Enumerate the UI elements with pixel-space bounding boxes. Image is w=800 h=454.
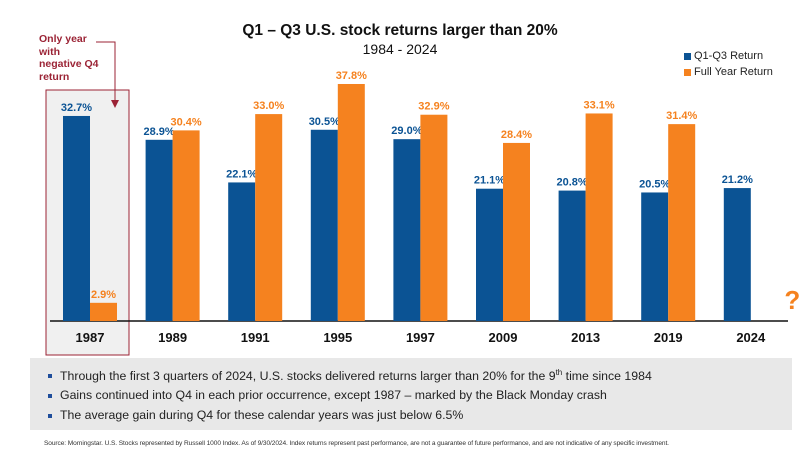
bullet-square-icon [48,374,52,378]
bullet-text: time since 1984 [562,369,652,384]
bar-full-year [668,124,696,321]
data-label: 28.9% [143,126,174,138]
bar-full-year [90,302,117,321]
bar-full-year [337,83,365,321]
data-label: 29.0% [391,125,422,137]
data-label: 33.1% [583,99,614,111]
source-note: Source: Morningstar. U.S. Stocks represe… [44,440,669,447]
annotation-line: Only year [39,33,87,45]
x-tick-label: 2013 [571,330,600,345]
bar-full-year [503,142,530,321]
legend-item-q1q3: Q1-Q3 Return [684,48,773,64]
legend: Q1-Q3 Return Full Year Return [684,48,773,80]
bullet-text: Gains continued into Q4 in each prior oc… [60,388,607,402]
data-label: 21.1% [474,175,505,187]
x-tick-label: 1995 [323,330,352,345]
data-label: 33.0% [253,100,284,112]
legend-label: Full Year Return [694,66,773,78]
data-label: 32.7% [61,102,92,114]
legend-swatch-q1q3 [684,52,691,60]
key-points-box: Through the first 3 quarters of 2024, U.… [30,358,792,430]
bar-full-year [585,113,613,321]
chart-subtitle: 1984 - 2024 [362,41,438,57]
x-tick-label: 2024 [736,330,766,345]
bar-q1q3 [310,129,338,321]
annotation-line: negative Q4 [39,58,99,70]
legend-item-full-year: Full Year Return [684,64,773,80]
data-label: 32.9% [418,101,449,113]
bullet-square-icon [48,394,52,398]
annotation-connector [96,41,116,102]
data-label: 37.8% [336,70,367,82]
annotation-line: return [39,70,70,83]
bar-q1q3 [393,139,421,321]
data-label: 21.2% [722,174,753,186]
x-tick-label: 1991 [241,330,270,345]
bar-q1q3 [723,188,751,321]
annotation-line: with [39,45,60,58]
data-label: 30.5% [309,116,340,128]
annotation-negative-q4: Only year with negative Q4 return [39,33,119,83]
data-label: 2.9% [91,289,116,301]
x-tick-label: 2009 [489,330,518,345]
x-tick-label: 2019 [654,330,683,345]
data-label: 31.4% [666,110,697,122]
bar-full-year [255,114,283,321]
bar-q1q3 [641,192,669,321]
annotation-arrow-icon [111,100,119,108]
data-label: 20.5% [639,178,670,190]
bar-full-year [420,114,448,321]
legend-label: Q1-Q3 Return [694,50,764,62]
legend-swatch-full-year [684,68,691,76]
bar-chart: 32.7% 2.9% 1987 28.9%30.4% 1989 22.1% 33.0% 199… [45,41,800,356]
bar-q1q3 [476,188,503,321]
data-label: 30.4% [170,116,201,128]
bullet-square-icon [48,414,52,418]
bullet-text: Through the first 3 quarters of 2024, U.… [60,369,556,384]
bullet-superscript: th [555,368,563,377]
data-label: 20.8% [556,177,587,189]
x-tick-label: 1987 [76,330,105,345]
data-label: 28.4% [501,129,532,141]
data-label: 22.1% [226,168,257,180]
bar-q1q3 [145,139,173,321]
x-tick-label: 1989 [158,330,187,345]
bar-q1q3 [558,190,586,321]
bullet-text: The average gain during Q4 for these cal… [60,408,464,422]
bar-q1q3 [63,115,90,321]
question-mark-label: ? [784,285,800,315]
x-tick-label: 1997 [406,330,435,345]
chart-title: Q1 – Q3 U.S. stock returns larger than 2… [242,22,558,39]
bar-q1q3 [228,182,256,321]
bar-full-year [172,130,200,321]
